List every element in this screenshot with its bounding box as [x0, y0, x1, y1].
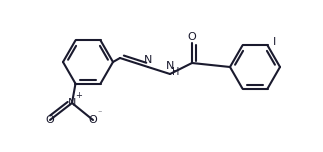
Text: O: O — [89, 115, 97, 125]
Text: N: N — [68, 98, 76, 108]
Text: ⁻: ⁻ — [98, 109, 102, 117]
Text: I: I — [273, 37, 276, 47]
Text: H: H — [172, 67, 180, 77]
Text: +: + — [76, 92, 82, 100]
Text: O: O — [46, 115, 54, 125]
Text: N: N — [166, 61, 174, 71]
Text: N: N — [144, 55, 152, 65]
Text: O: O — [188, 32, 196, 42]
